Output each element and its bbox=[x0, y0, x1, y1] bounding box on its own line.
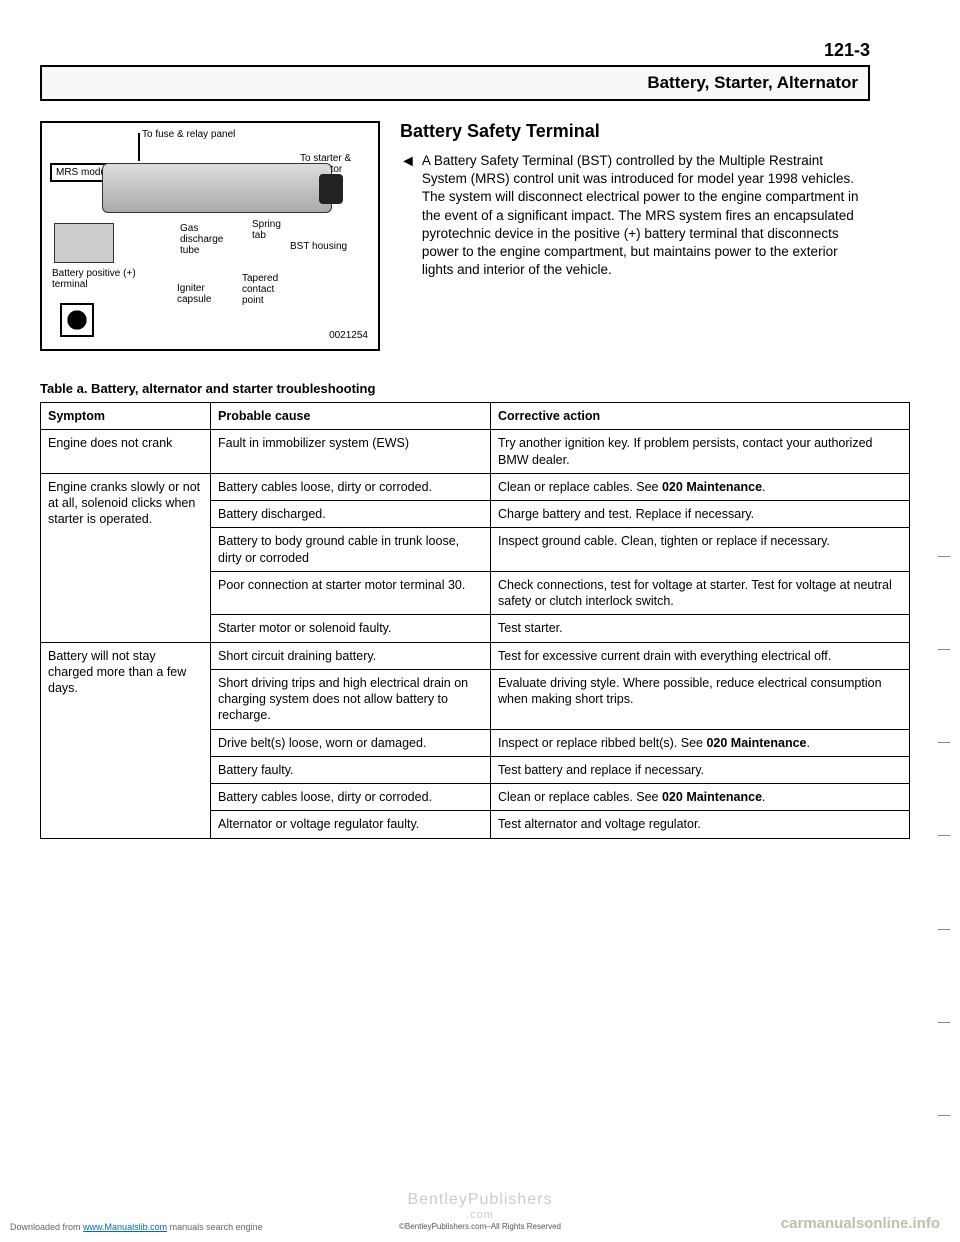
table-header-row: Symptom Probable cause Corrective action bbox=[41, 403, 910, 430]
fig-label-battpos: Battery positive (+) terminal bbox=[52, 268, 142, 290]
symptom-cell: Engine does not crank bbox=[41, 430, 211, 474]
col-symptom: Symptom bbox=[41, 403, 211, 430]
footer-left: Downloaded from www.Manualslib.com manua… bbox=[10, 1222, 263, 1232]
cause-cell: Short circuit draining battery. bbox=[211, 642, 491, 669]
copyright-line: ©BentleyPublishers.com–All Rights Reserv… bbox=[399, 1222, 561, 1231]
action-cell: Charge battery and test. Replace if nece… bbox=[491, 501, 910, 528]
page-number: 121-3 bbox=[40, 40, 870, 61]
page-edge-marks bbox=[938, 510, 950, 1162]
cause-cell: Fault in immobilizer system (EWS) bbox=[211, 430, 491, 474]
cause-cell: Drive belt(s) loose, worn or damaged. bbox=[211, 729, 491, 756]
table-caption: Table a. Battery, alternator and starter… bbox=[40, 381, 910, 396]
fig-label-fuse: To fuse & relay panel bbox=[142, 129, 235, 140]
troubleshooting-table: Symptom Probable cause Corrective action… bbox=[40, 402, 910, 839]
bst-figure: To fuse & relay panel MRS module To star… bbox=[40, 121, 380, 351]
figure-id: 0021254 bbox=[329, 330, 368, 341]
action-cell: Inspect ground cable. Clean, tighten or … bbox=[491, 528, 910, 572]
table-row: Battery will not stay charged more than … bbox=[41, 642, 910, 669]
text-column: Battery Safety Terminal ◄ A Battery Safe… bbox=[400, 121, 910, 351]
cause-cell: Alternator or voltage regulator faulty. bbox=[211, 811, 491, 838]
col-cause: Probable cause bbox=[211, 403, 491, 430]
cause-cell: Battery faulty. bbox=[211, 756, 491, 783]
cause-cell: Battery cables loose, dirty or corroded. bbox=[211, 473, 491, 500]
footer-right: carmanualsonline.info bbox=[781, 1215, 940, 1232]
publisher-watermark-sub: .com bbox=[466, 1209, 494, 1221]
section-paragraph: A Battery Safety Terminal (BST) controll… bbox=[422, 152, 870, 280]
action-cell: Test alternator and voltage regulator. bbox=[491, 811, 910, 838]
action-cell: Test for excessive current drain with ev… bbox=[491, 642, 910, 669]
top-section: To fuse & relay panel MRS module To star… bbox=[40, 121, 910, 351]
action-cell: Test starter. bbox=[491, 615, 910, 642]
cause-cell: Short driving trips and high electrical … bbox=[211, 669, 491, 729]
action-cell: Try another ignition key. If problem per… bbox=[491, 430, 910, 474]
chapter-header: Battery, Starter, Alternator bbox=[40, 65, 870, 101]
col-action: Corrective action bbox=[491, 403, 910, 430]
pointer-arrow-icon: ◄ bbox=[400, 154, 416, 280]
cause-cell: Starter motor or solenoid faulty. bbox=[211, 615, 491, 642]
action-cell: Check connections, test for voltage at s… bbox=[491, 571, 910, 615]
cause-cell: Battery cables loose, dirty or corroded. bbox=[211, 784, 491, 811]
symptom-cell: Battery will not stay charged more than … bbox=[41, 642, 211, 838]
fig-label-bst: BST housing bbox=[290, 241, 347, 252]
fig-label-gas: Gas discharge tube bbox=[180, 223, 230, 256]
fig-label-igniter: Igniter capsule bbox=[177, 283, 227, 305]
fig-label-tapered: Tapered contact point bbox=[242, 273, 292, 306]
action-cell: Clean or replace cables. See 020 Mainten… bbox=[491, 784, 910, 811]
cause-cell: Battery to body ground cable in trunk lo… bbox=[211, 528, 491, 572]
cause-cell: Poor connection at starter motor termina… bbox=[211, 571, 491, 615]
manualslib-link[interactable]: www.Manualslib.com bbox=[83, 1222, 167, 1232]
action-cell: Test battery and replace if necessary. bbox=[491, 756, 910, 783]
fig-label-spring: Spring tab bbox=[252, 219, 292, 241]
action-cell: Evaluate driving style. Where possible, … bbox=[491, 669, 910, 729]
figure-corner-icon bbox=[60, 303, 94, 337]
table-row: Engine does not crankFault in immobilize… bbox=[41, 430, 910, 474]
cause-cell: Battery discharged. bbox=[211, 501, 491, 528]
action-cell: Inspect or replace ribbed belt(s). See 0… bbox=[491, 729, 910, 756]
table-row: Engine cranks slowly or not at all, sole… bbox=[41, 473, 910, 500]
section-title: Battery Safety Terminal bbox=[400, 121, 870, 142]
symptom-cell: Engine cranks slowly or not at all, sole… bbox=[41, 473, 211, 642]
action-cell: Clean or replace cables. See 020 Mainten… bbox=[491, 473, 910, 500]
publisher-watermark: BentleyPublishers bbox=[407, 1191, 552, 1208]
